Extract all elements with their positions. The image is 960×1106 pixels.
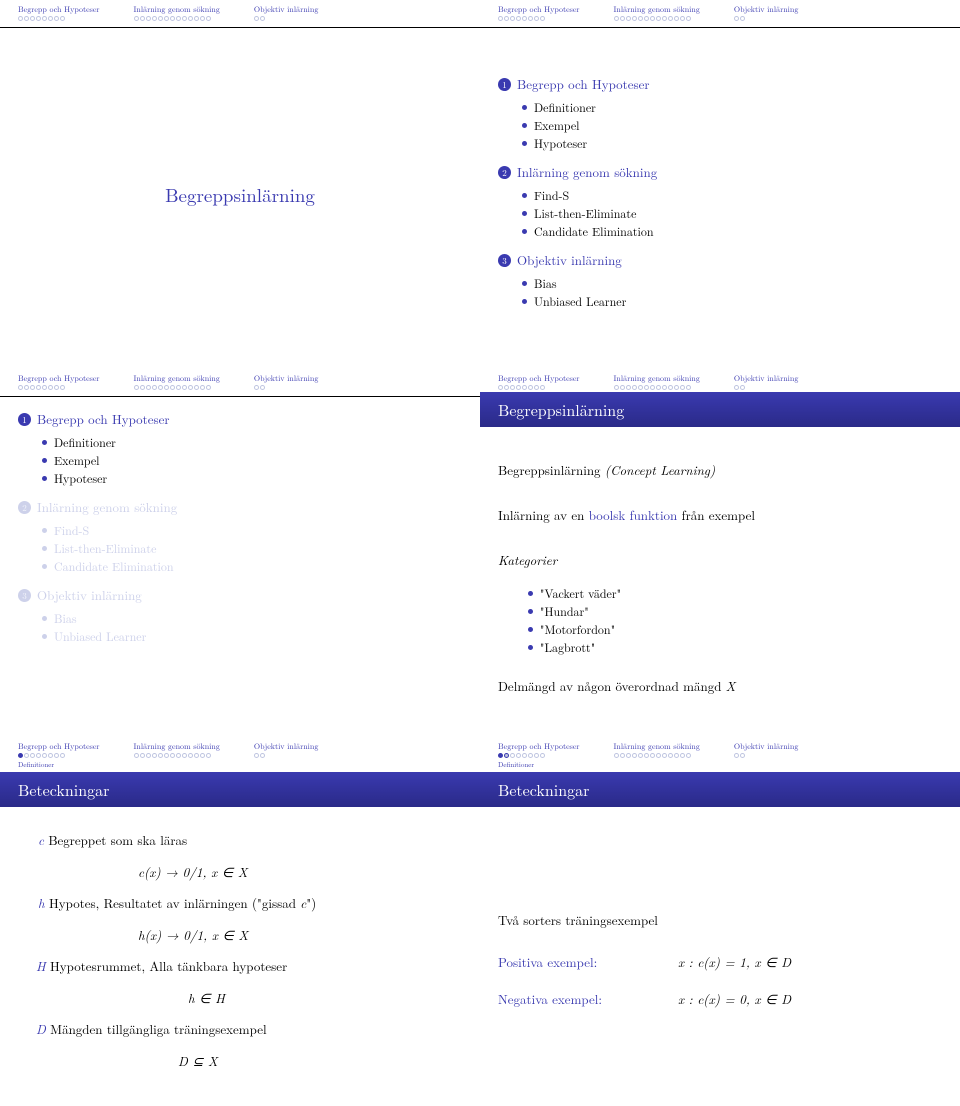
main-title: Begreppsinlärning: [18, 181, 462, 208]
slide-4: Begrepp och HypoteserInlärning genom sök…: [480, 369, 960, 738]
frame-title: Beteckningar: [0, 772, 480, 807]
section-nav: Begrepp och HypoteserInlärning genom sök…: [18, 4, 462, 21]
slide-3: Begrepp och HypoteserInlärning genom sök…: [0, 369, 480, 738]
section-nav: Begrepp och HypoteserInlärning genom sök…: [18, 741, 462, 758]
frame-title: Beteckningar: [480, 772, 960, 807]
section-nav: Begrepp och HypoteserInlärning genom sök…: [498, 741, 942, 758]
slide-1: Begrepp och HypoteserInlärning genom sök…: [0, 0, 480, 369]
section-nav: Begrepp och HypoteserInlärning genom sök…: [498, 4, 942, 21]
section-nav: Begrepp och HypoteserInlärning genom sök…: [498, 373, 942, 390]
slide-grid: Begrepp och HypoteserInlärning genom sök…: [0, 0, 960, 1106]
slide-5: Begrepp och HypoteserInlärning genom sök…: [0, 737, 480, 1106]
frame-title: Begreppsinlärning: [480, 392, 960, 427]
slide-2: Begrepp och HypoteserInlärning genom sök…: [480, 0, 960, 369]
section-nav: Begrepp och HypoteserInlärning genom sök…: [18, 373, 462, 390]
slide-6: Begrepp och HypoteserInlärning genom sök…: [480, 737, 960, 1106]
